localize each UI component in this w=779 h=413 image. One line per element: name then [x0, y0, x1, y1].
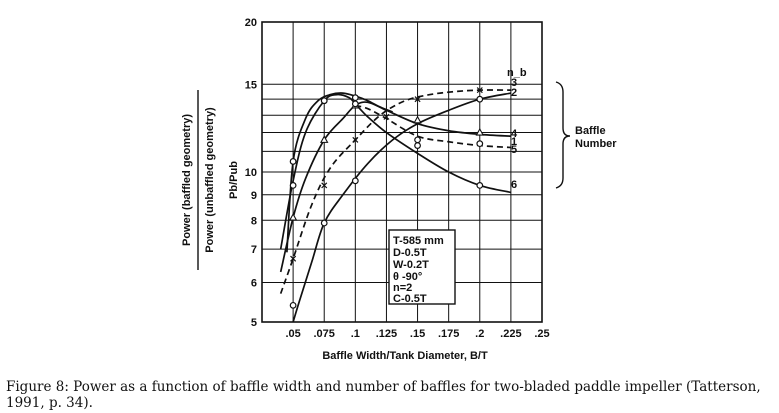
data-point-3: [289, 158, 297, 165]
series-label-2: 2: [511, 87, 517, 99]
data-point-5: [476, 140, 484, 148]
legend-title-nb: n_b: [507, 67, 527, 79]
data-point-6: [414, 142, 421, 149]
figure-caption: Figure 8: Power as a function of baffle …: [6, 379, 761, 411]
data-point-6: [476, 181, 484, 189]
y-axis-title-ratio: Pb/Pub: [228, 161, 240, 199]
series-line-1: [279, 89, 511, 294]
data-point-4: [413, 115, 422, 124]
series-line-2: [292, 92, 512, 323]
data-point-2: [289, 301, 297, 309]
series-label-1: 1: [511, 136, 517, 148]
data-point-1: [352, 136, 359, 143]
y-tick-label: 15: [245, 79, 257, 91]
condition-line: θ -90°: [393, 271, 422, 283]
y-tick-labels: 5 6 7 8 9 10 15 20: [245, 17, 257, 329]
data-point-6: [289, 181, 297, 189]
series-label-6: 6: [511, 179, 517, 191]
series-label-5: 5: [511, 144, 517, 156]
bracket-label-line1: Baffle: [575, 125, 606, 137]
data-point-4: [475, 127, 485, 136]
condition-line: D-0.5T: [393, 247, 427, 259]
y-tick-label: 5: [251, 317, 257, 329]
condition-line: n=2: [393, 282, 412, 294]
y-tick-label: 7: [251, 244, 257, 256]
data-point-2: [476, 95, 484, 103]
data-point-6: [320, 97, 328, 105]
conditions-box-frame: [388, 229, 456, 305]
series-line-4: [279, 101, 511, 273]
data-point-2: [351, 177, 359, 185]
x-tick-label: .25: [534, 328, 549, 340]
y-tick-label: 6: [251, 278, 257, 290]
data-point-1: [414, 96, 421, 103]
x-tick-label: .15: [410, 328, 425, 340]
conditions-box: T-585 mm D-0.5T W-0.2T θ -90° n=2 C-0.5T: [388, 229, 456, 305]
data-point-1: [290, 255, 297, 262]
x-tick-label: .1: [351, 328, 360, 340]
y-axis-title-denominator: Power (unbaffled geometry): [204, 107, 216, 253]
bracket-label-line2: Number: [575, 138, 617, 150]
y-axis-title-numerator: Power (baffled geometry): [181, 114, 193, 246]
series-label-3: 3: [511, 77, 517, 89]
y-tick-label: 8: [251, 215, 257, 227]
condition-line: T-585 mm: [393, 235, 444, 247]
data-point-4: [319, 135, 329, 143]
data-point-6: [351, 100, 359, 108]
x-tick-labels: .05 .075 .1 .125 .15 .175 .2 .225 .25: [285, 328, 549, 340]
markers-group: [288, 87, 485, 309]
x-axis-title: Baffle Width/Tank Diameter, B/T: [322, 350, 488, 362]
series-line-3: [286, 92, 393, 253]
data-point-2: [320, 219, 328, 227]
series-label-4: 4: [511, 128, 518, 140]
y-tick-label: 20: [245, 17, 257, 29]
data-point-1: [476, 87, 483, 94]
baffle-bracket: [555, 81, 571, 189]
chart: .05.075.1.125.15.175.2.225.25 5678910152…: [181, 17, 617, 362]
data-point-1: [321, 182, 328, 189]
y-tick-label: 9: [251, 190, 257, 202]
data-point-5: [414, 136, 421, 144]
x-tick-label: .225: [500, 328, 521, 340]
condition-line: W-0.2T: [393, 259, 429, 271]
data-point-4: [288, 212, 298, 221]
x-tick-label: .175: [438, 328, 459, 340]
plot-frame: [261, 21, 543, 323]
y-tick-label: 10: [245, 167, 257, 179]
x-tick-label: .075: [314, 328, 335, 340]
condition-line: C-0.5T: [393, 293, 427, 305]
x-tick-label: .2: [475, 328, 484, 340]
x-tick-label: .05: [285, 328, 300, 340]
x-tick-label: .125: [376, 328, 397, 340]
data-point-3: [351, 94, 359, 102]
series-labels: 32 4 51 6: [511, 77, 518, 191]
data-point-1: [383, 113, 390, 120]
